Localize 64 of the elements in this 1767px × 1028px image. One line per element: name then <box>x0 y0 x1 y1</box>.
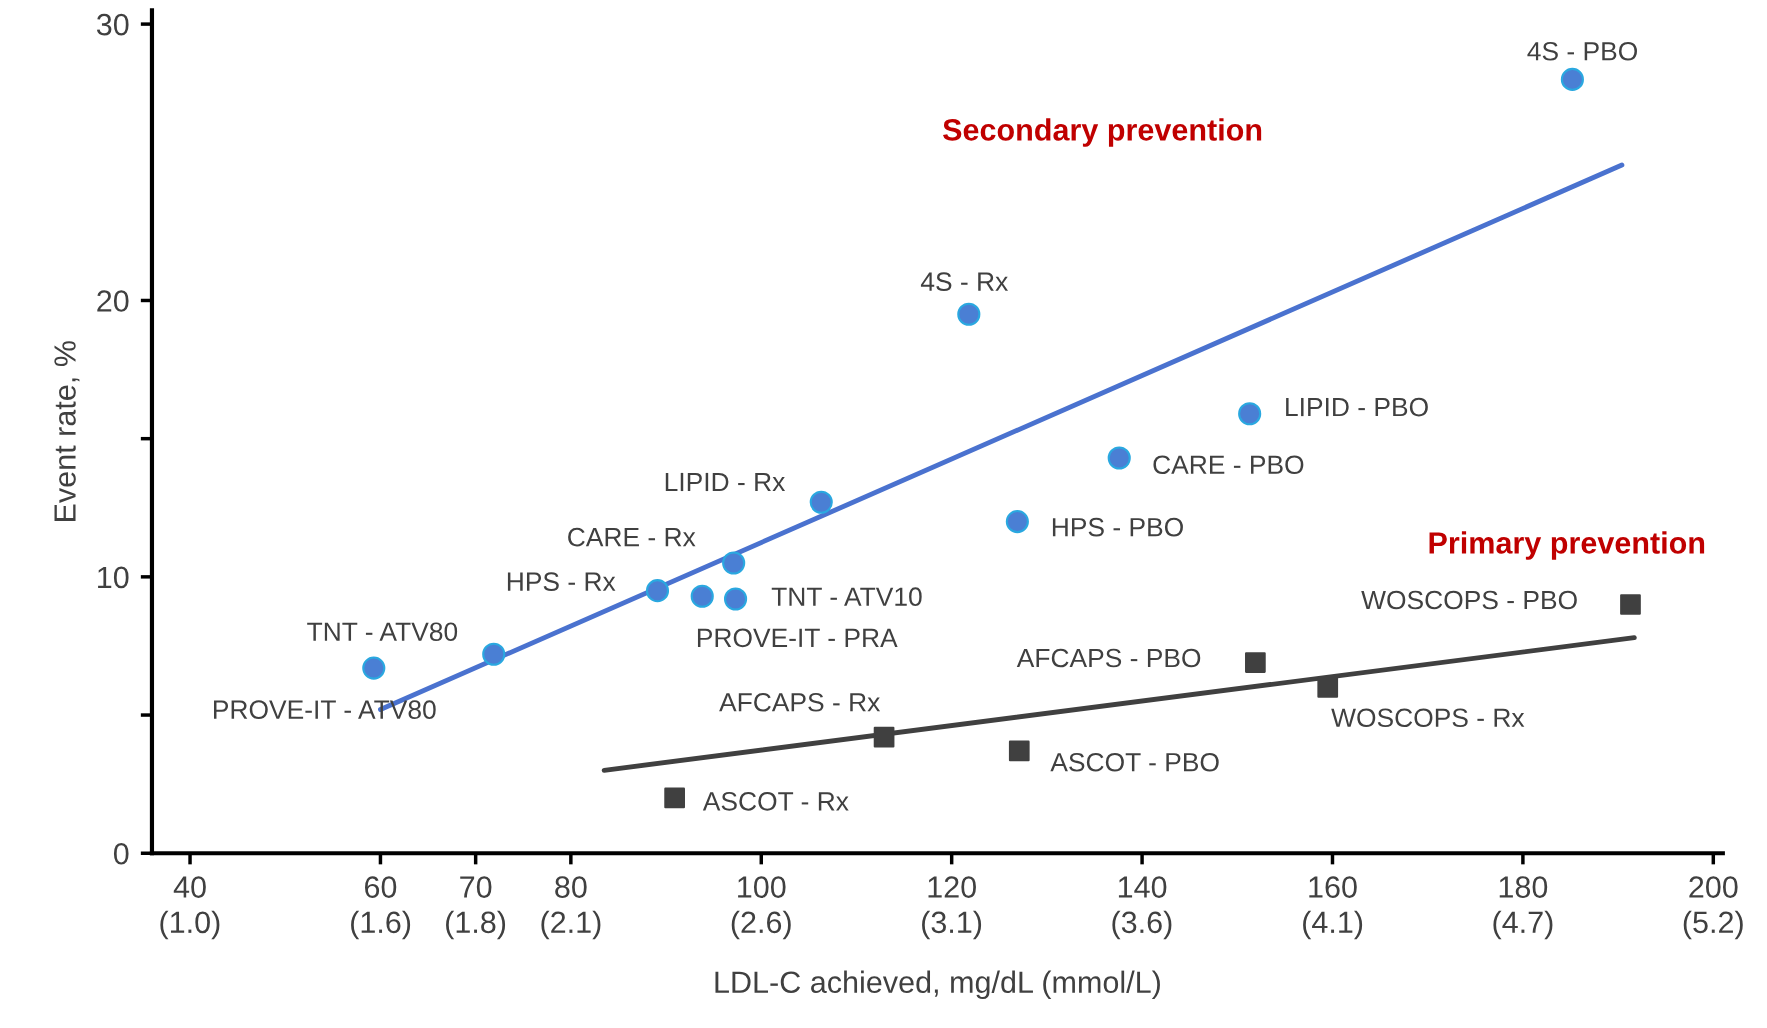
annotation: PROVE-IT - PRA <box>697 628 898 648</box>
point <box>957 302 981 326</box>
x2-tick-label: (2.6) <box>731 910 791 940</box>
point <box>1238 402 1262 426</box>
point <box>1005 510 1029 534</box>
x-axis-title: LDL-C achieved, mg/dL (mmol/L) <box>715 970 1160 1000</box>
point <box>690 584 714 608</box>
x-tick-label: 100 <box>738 876 786 898</box>
point <box>1107 446 1131 470</box>
y-tick-label: 0 <box>113 842 129 865</box>
point <box>1560 67 1584 91</box>
point <box>1008 740 1030 762</box>
x-tick-label: 200 <box>1689 876 1738 898</box>
point <box>809 490 833 514</box>
x-tick-label: 160 <box>1309 876 1357 898</box>
point <box>1245 652 1266 673</box>
x-tick-label: 40 <box>173 876 206 898</box>
annotation: CARE - Rx <box>568 527 696 547</box>
point <box>664 787 685 809</box>
annotation: ASCOT - PBO <box>1050 752 1219 772</box>
x-tick-label: 70 <box>460 876 492 898</box>
annotation: CARE - PBO <box>1153 455 1304 475</box>
y-tick-label: 30 <box>96 13 129 36</box>
annotation: PROVE-IT - ATV80 <box>214 700 436 720</box>
annotation: 4S - PBO <box>1527 41 1637 61</box>
annotation: ASCOT - Rx <box>702 791 849 811</box>
y-tick-label: 20 <box>97 290 129 312</box>
annotation: WOSCOPS - PBO <box>1361 590 1577 610</box>
point <box>722 551 746 575</box>
x2-tick-label: (3.6) <box>1112 910 1172 940</box>
annotation: WOSCOPS - Rx <box>1331 708 1525 728</box>
point <box>645 579 670 603</box>
annotation: LIPID - PBO <box>1286 397 1428 417</box>
x2-tick-label: (3.1) <box>922 910 982 940</box>
annotation: Primary prevention <box>1429 531 1705 560</box>
point <box>873 726 895 748</box>
annotation: 4S - Rx <box>920 272 1009 292</box>
point <box>1620 594 1641 615</box>
x-tick-label: 180 <box>1499 876 1548 898</box>
point <box>362 656 386 680</box>
x2-tick-label: (1.8) <box>446 910 506 940</box>
x2-tick-label: (4.1) <box>1303 910 1363 940</box>
x2-tick-label: (4.7) <box>1493 910 1553 940</box>
annotation: HPS - Rx <box>507 572 616 592</box>
point <box>1317 677 1339 698</box>
point <box>723 587 748 611</box>
annotation: HPS - PBO <box>1052 517 1183 537</box>
x-tick-label: 80 <box>555 876 587 898</box>
annotation: LIPID - Rx <box>665 472 786 492</box>
annotation: AFCAPS - PBO <box>1016 648 1201 668</box>
x2-tick-label: (1.0) <box>160 910 220 940</box>
x-tick-label: 120 <box>928 876 976 898</box>
point <box>482 642 506 666</box>
y-tick-label: 10 <box>98 566 129 589</box>
x2-tick-label: (2.1) <box>541 910 601 940</box>
x-tick-label: 140 <box>1118 876 1167 898</box>
x2-tick-label: (1.6) <box>351 910 411 940</box>
annotation: TNT - ATV10 <box>771 587 922 607</box>
annotation: Secondary prevention <box>942 118 1262 147</box>
annotation: TNT - ATV80 <box>307 622 458 642</box>
y-axis-title: Event rate, % <box>54 341 80 521</box>
x-tick-label: 60 <box>365 876 397 898</box>
annotation: AFCAPS - Rx <box>719 692 881 712</box>
x2-tick-label: (5.2) <box>1683 910 1743 940</box>
